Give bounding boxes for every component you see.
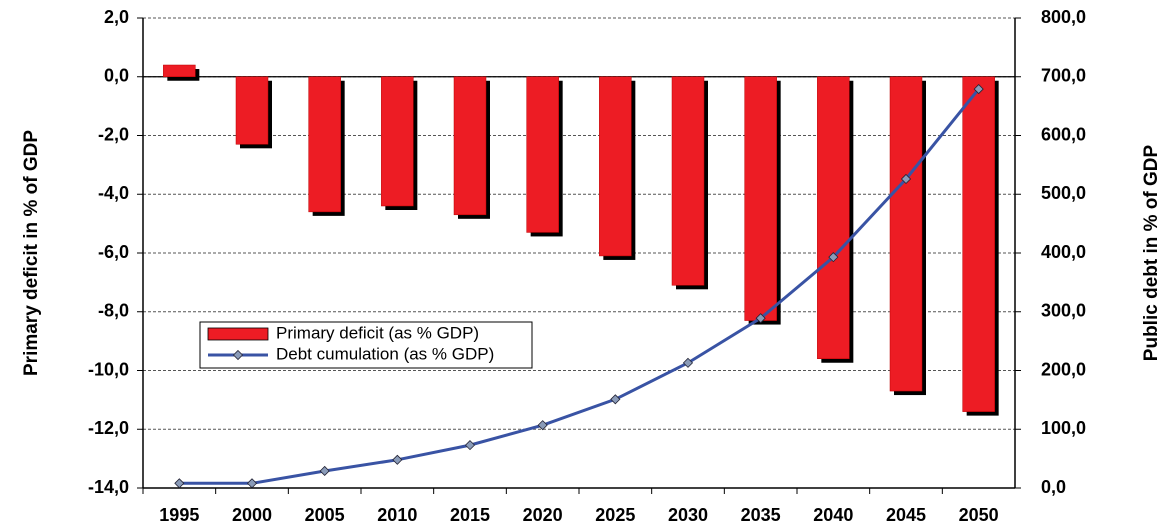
y2-tick-label: 300,0	[1041, 301, 1086, 321]
y-axis-title: Primary deficit in % of GDP	[21, 130, 42, 376]
y-tick-label: -14,0	[88, 477, 129, 497]
x-tick-label: 2005	[305, 505, 345, 525]
debt-marker	[464, 440, 476, 451]
x-tick-label: 2015	[450, 505, 490, 525]
debt-marker	[246, 478, 258, 489]
debt-marker	[973, 84, 984, 95]
debt-marker	[682, 357, 694, 368]
bar	[235, 76, 269, 145]
debt-marker	[537, 420, 548, 431]
bar	[744, 76, 777, 321]
y2-tick-label: 700,0	[1041, 66, 1086, 86]
bar	[671, 76, 705, 286]
legend-swatch	[207, 327, 269, 341]
x-tick-label: 2040	[813, 505, 853, 525]
y2-tick-label: 0,0	[1041, 477, 1066, 497]
y2-tick-label: 400,0	[1041, 242, 1086, 262]
x-tick-label: 2000	[232, 505, 272, 525]
y-tick-label: -12,0	[88, 418, 129, 438]
bar	[889, 76, 923, 392]
debt-line	[179, 88, 980, 485]
bar	[308, 76, 341, 213]
y-tick-label: 2,0	[104, 7, 129, 27]
y-tick-label: 0,0	[104, 66, 129, 86]
bar	[381, 76, 414, 207]
y-tick-label: -4,0	[98, 183, 129, 203]
x-tick-label: 2010	[377, 505, 417, 525]
x-tick-label: 2035	[741, 505, 781, 525]
bar	[599, 76, 632, 257]
y2-tick-label: 200,0	[1041, 359, 1086, 379]
legend-label: Primary deficit (as % GDP)	[276, 323, 479, 342]
debt-marker	[900, 173, 912, 185]
x-tick-label: 1995	[159, 505, 199, 525]
x-tick-label: 2050	[959, 505, 999, 525]
bar	[526, 76, 559, 233]
x-tick-label: 2045	[886, 505, 926, 525]
x-tick-label: 2025	[595, 505, 635, 525]
bar	[962, 76, 995, 412]
y2-axis-title: Public debt in % of GDP	[1141, 144, 1162, 361]
y-tick-label: -10,0	[88, 359, 129, 379]
y-tick-label: -8,0	[98, 301, 129, 321]
legend-label: Debt cumulation (as % GDP)	[276, 344, 494, 363]
debt-marker	[828, 252, 839, 263]
bar	[453, 76, 487, 216]
y2-tick-label: 800,0	[1041, 7, 1086, 27]
debt-marker	[174, 478, 185, 489]
debt-marker	[392, 454, 403, 465]
bar	[817, 76, 850, 359]
y2-tick-label: 600,0	[1041, 124, 1086, 144]
y2-tick-label: 100,0	[1041, 418, 1086, 438]
legend-marker	[232, 349, 244, 361]
debt-marker	[755, 313, 766, 324]
debt-marker	[610, 394, 621, 405]
x-tick-label: 2030	[668, 505, 708, 525]
x-tick-label: 2020	[523, 505, 563, 525]
y2-tick-label: 500,0	[1041, 183, 1086, 203]
debt-marker	[319, 465, 330, 477]
y-tick-label: -2,0	[98, 124, 129, 144]
bar	[163, 64, 196, 77]
y-tick-label: -6,0	[98, 242, 129, 262]
